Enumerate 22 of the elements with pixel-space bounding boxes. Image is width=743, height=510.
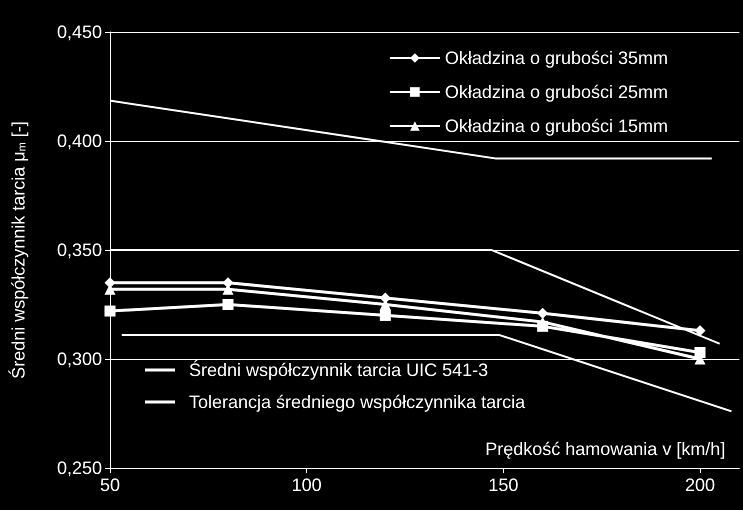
y-tick-label: 0,350 — [56, 240, 102, 260]
y-tick-label: 0,300 — [56, 349, 102, 369]
point — [537, 308, 548, 319]
y-axis-title: Średni współczynnik tarcia μm [-] — [8, 121, 28, 379]
legend-label: Okładzina o grubości 15mm — [444, 116, 668, 136]
x-tick-label: 50 — [100, 475, 120, 495]
point — [694, 346, 706, 358]
y-tick-label: 0,400 — [56, 131, 102, 151]
x-tick-label: 150 — [488, 475, 518, 495]
y-tick-label: 0,250 — [56, 458, 102, 478]
point — [380, 310, 391, 321]
x-tick-label: 100 — [292, 475, 322, 495]
point — [104, 306, 116, 317]
point — [222, 299, 234, 310]
x-tick-label: 200 — [684, 475, 716, 495]
y-tick-label: 0,450 — [56, 22, 102, 42]
x-axis-title: Prędkość hamowania v [km/h] — [485, 439, 726, 459]
legend-label: Średni współczynnik tarcia UIC 541-3 — [189, 359, 488, 380]
legend-label: Okładzina o grubości 35mm — [444, 48, 668, 68]
legend-label: Okładzina o grubości 25mm — [444, 82, 668, 102]
point — [694, 325, 706, 336]
legend-label: Tolerancja średniego współczynnika tarcia — [189, 392, 526, 412]
